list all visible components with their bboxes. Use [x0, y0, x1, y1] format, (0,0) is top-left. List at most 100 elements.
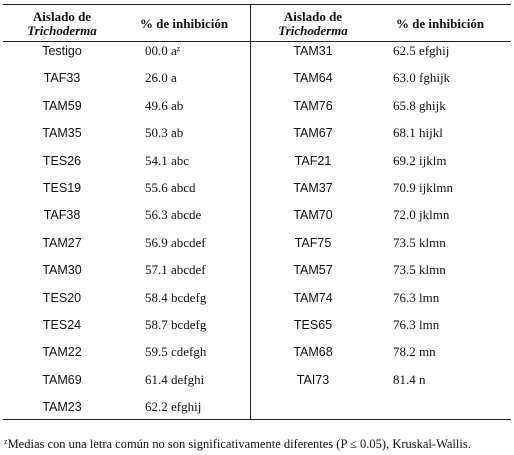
footnote-text: Medias con una letra común no son signif…	[7, 437, 471, 451]
top-rule	[3, 4, 511, 5]
isolate: TAM76	[293, 98, 333, 113]
inhibition-value: 62.2 efghij	[145, 399, 202, 415]
inhibition: 76.3 lmn	[393, 318, 439, 332]
inhibition: 58.4 bcdefg	[145, 289, 207, 305]
inhibition-value: 76.3 lmn	[393, 317, 440, 332]
inhibition: 56.3 abcde	[145, 208, 201, 222]
isolate: TAM27	[42, 235, 82, 250]
inhibition-value: 62.5 efghij	[393, 43, 450, 58]
inhibition-value: 70.9 ijklmn	[393, 180, 453, 195]
isolate: TAM70	[293, 208, 333, 223]
isolate: TAM22	[42, 345, 82, 360]
header-cell: % de inhibición	[140, 17, 228, 31]
inhibition: 70.9 ijklmn	[393, 181, 453, 195]
isolate: TAM31	[293, 44, 333, 58]
isolate: TAF38	[43, 208, 81, 223]
isolate: TAF21	[294, 153, 332, 168]
inhibition-value: 55.6 abcd	[145, 180, 196, 195]
inhibition-value: 78.2 mn	[393, 344, 436, 360]
isolate: TES19	[42, 181, 82, 195]
isolate: TAM68	[293, 345, 333, 360]
header-cell: % de inhibición	[396, 17, 484, 31]
inhibition-value: 54.1 abc	[145, 152, 190, 168]
header-rule	[3, 41, 511, 42]
isolate: TAI73	[296, 372, 330, 387]
inhibition-value: 59.5 cdefgh	[145, 344, 207, 360]
inhibition-value: 61.4 defghi	[145, 371, 205, 387]
isolate: TAM23	[42, 400, 82, 415]
inhibition-value: 57.1 abcdef	[145, 262, 206, 278]
isolate: TAM35	[42, 126, 82, 141]
inhibition: 26.0 a	[145, 71, 177, 85]
isolate: TAF75	[294, 235, 332, 250]
isolate: TAF33	[43, 71, 81, 86]
inhibition-value: 68.1 hijkl	[393, 125, 443, 141]
inhibition: 68.1 hijkl	[393, 126, 443, 140]
isolate: Testigo	[42, 44, 82, 58]
inhibition: 59.5 cdefgh	[145, 345, 206, 359]
header-cell: Aislado de Trichoderma	[27, 10, 97, 38]
inhibition: 55.6 abcd	[145, 181, 196, 195]
column-divider	[250, 4, 251, 420]
inhibition: 63.0 fghijk	[393, 71, 450, 85]
inhibition: 73.5 klmn	[393, 234, 446, 250]
header-text: % de inhibición	[139, 16, 229, 31]
inhibition: 72.0 jklmn	[393, 208, 449, 222]
isolate: TAM69	[42, 372, 82, 387]
isolate: TES24	[42, 318, 82, 332]
inhibition: 57.1 abcdef	[145, 263, 206, 277]
inhibition-value: 58.7 bcdefg	[145, 317, 207, 332]
inhibition: 65.8 ghijk	[393, 97, 446, 113]
inhibition-value: 73.5 klmn	[393, 262, 446, 278]
inhibition-value: 81.4 n	[393, 371, 426, 387]
inhibition-value: 00.0 a	[145, 43, 177, 58]
inhibition: 81.4 n	[393, 371, 426, 387]
inhibition: 49.6 ab	[145, 97, 184, 113]
isolate: TAM64	[293, 71, 333, 86]
inhibition: 00.0 az	[145, 44, 180, 58]
isolate: TES26	[42, 153, 82, 168]
inhibition-value: 50.3 ab	[145, 125, 184, 141]
header-line-italic: Trichoderma	[278, 23, 348, 38]
inhibition-value: 56.9 abcdef	[145, 234, 206, 250]
bottom-rule	[3, 419, 511, 420]
inhibition: 54.1 abc	[145, 152, 190, 168]
isolate: TAM59	[42, 98, 82, 113]
inhibition: 62.5 efghij	[393, 44, 449, 58]
inhibition-value: 65.8 ghijk	[393, 97, 446, 113]
inhibition: 78.2 mn	[393, 345, 436, 359]
header-line: Aislado de	[32, 9, 92, 24]
inhibition: 73.5 klmn	[393, 263, 446, 277]
inhibition-value: 49.6 ab	[145, 97, 184, 113]
footnote: zMedias con una letra común no son signi…	[4, 437, 471, 452]
isolate: TAM67	[293, 126, 333, 141]
inhibition-value: 73.5 klmn	[393, 234, 446, 250]
superscript: z	[176, 44, 181, 53]
inhibition: 61.4 defghi	[145, 371, 205, 387]
inhibition: 58.7 bcdefg	[145, 318, 206, 332]
inhibition-value: 72.0 jklmn	[393, 207, 450, 223]
isolate: TES20	[42, 290, 82, 305]
inhibition-value: 69.2 ijklm	[393, 152, 447, 168]
inhibition-value: 63.0 fghijk	[393, 70, 451, 86]
header-line: Aislado de	[283, 9, 343, 24]
inhibition: 76.3 lmn	[393, 289, 440, 305]
isolate: TAM37	[293, 181, 333, 195]
inhibition-value: 56.3 abcde	[145, 207, 202, 223]
inhibition: 69.2 ijklm	[393, 152, 447, 168]
footnote-marker: z	[4, 437, 8, 446]
inhibition-value: 26.0 a	[145, 70, 177, 86]
isolate: TES65	[293, 318, 333, 332]
inhibition: 50.3 ab	[145, 126, 183, 140]
header-line-italic: Trichoderma	[27, 23, 97, 38]
inhibition-value: 58.4 bcdefg	[145, 289, 207, 305]
isolate: TAM74	[293, 290, 333, 305]
inhibition: 56.9 abcdef	[145, 234, 206, 250]
isolate: TAM57	[293, 263, 333, 278]
isolate: TAM30	[42, 263, 82, 278]
inhibition-value: 76.3 lmn	[393, 289, 440, 305]
header-cell: Aislado de Trichoderma	[278, 10, 348, 38]
inhibition: 62.2 efghij	[145, 400, 201, 414]
header-text: % de inhibición	[395, 16, 485, 31]
